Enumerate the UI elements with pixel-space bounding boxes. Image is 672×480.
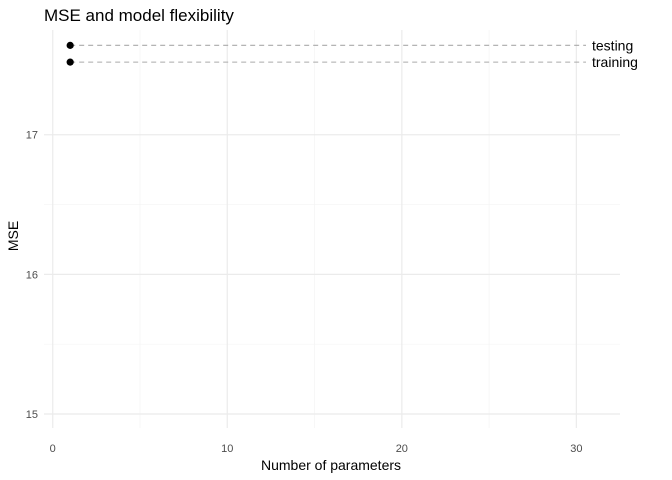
major-gridlines [44, 30, 620, 428]
minor-gridlines [44, 30, 620, 428]
x-axis-title: Number of parameters [261, 457, 401, 473]
x-tick-label: 10 [221, 443, 233, 455]
data-points [66, 41, 74, 66]
series-label-training: training [592, 54, 638, 70]
y-axis-title: MSE [5, 221, 21, 251]
point-training [66, 58, 74, 66]
y-tick-label: 17 [26, 130, 38, 142]
series-label-testing: testing [592, 37, 633, 53]
x-tick-label: 30 [570, 443, 582, 455]
y-tick-label: 15 [26, 409, 38, 421]
reference-lines [70, 44, 586, 63]
x-tick-label: 0 [50, 443, 56, 455]
y-tick-label: 16 [26, 269, 38, 281]
x-axis-ticks: 0 10 20 30 [50, 443, 583, 455]
point-testing [66, 41, 74, 49]
x-tick-label: 20 [396, 443, 408, 455]
y-axis-ticks: 15 16 17 [26, 130, 38, 421]
chart-title: MSE and model flexibility [44, 6, 234, 25]
